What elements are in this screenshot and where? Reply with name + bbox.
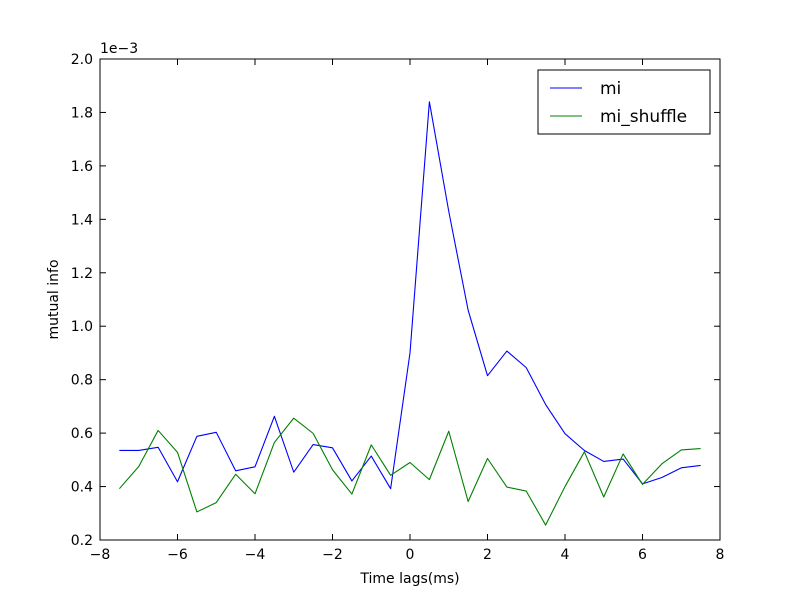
series-line-mi-shuffle	[118, 417, 701, 526]
legend-label-mi: mi	[600, 79, 621, 99]
x-tick-label: 4	[561, 547, 570, 563]
y-tick-label: 1.6	[71, 159, 93, 175]
x-tick-label: 6	[638, 547, 647, 563]
y-tick-label: 1.2	[71, 266, 93, 282]
series-layer	[118, 101, 701, 526]
y-tick-label: 0.4	[71, 480, 93, 496]
x-tick-label: −4	[245, 547, 266, 563]
y-tick-label: 2.0	[71, 52, 93, 68]
x-tick-label: 0	[406, 547, 415, 563]
x-tick-label: 8	[716, 547, 725, 563]
legend-label-mi-shuffle: mi_shuffle	[600, 107, 687, 127]
y-axis-offset-label: 1e−3	[100, 41, 138, 57]
series-line-mi	[119, 101, 701, 490]
x-axis: −8 −6 −4 −2 0 2 4 6 8	[90, 59, 725, 563]
y-axis: 0.2 0.4 0.6 0.8 1.0 1.2 1.4 1.6 1.8 2.0	[71, 52, 720, 549]
legend-frame	[537, 69, 711, 135]
legend: mi mi_shuffle	[537, 69, 711, 135]
y-tick-label: 1.4	[71, 212, 93, 228]
y-tick-label: 0.6	[71, 426, 93, 442]
x-tick-label: −6	[167, 547, 188, 563]
y-axis-label: mutual info	[46, 259, 62, 339]
x-tick-label: 2	[483, 547, 492, 563]
x-tick-label: −2	[322, 547, 343, 563]
x-tick-label: −8	[90, 547, 111, 563]
x-axis-label: Time lags(ms)	[359, 571, 459, 587]
y-tick-label: 0.2	[71, 533, 93, 549]
y-tick-label: 1.0	[71, 319, 93, 335]
y-tick-label: 1.8	[71, 105, 93, 121]
y-tick-label: 0.8	[71, 373, 93, 389]
